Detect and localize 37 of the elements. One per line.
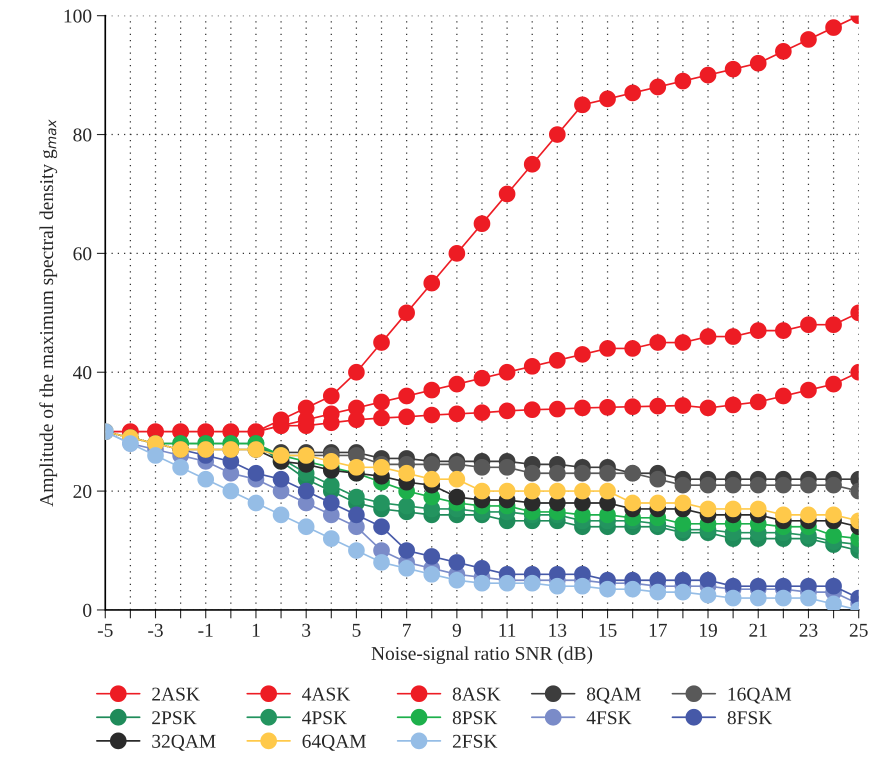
x-tick-label: 7 [403,624,411,637]
x-tick-label: -1 [198,624,213,637]
legend-label: 8FSK [728,711,772,724]
y-tick-label: 20 [73,484,92,498]
legend-label: 2PSK [152,711,197,724]
legend-label: 64QAM [302,734,366,751]
legend-label: 4FSK [586,711,632,724]
legend-label: 2ASK [152,688,200,701]
y-tick-label: 100 [64,9,92,23]
x-tick-label: -3 [148,624,163,637]
legend-label: 16QAM [728,688,792,704]
legend-label: 8PSK [452,711,498,724]
x-tick-label: 17 [650,624,667,637]
legend-label: 4ASK [302,688,350,701]
x-tick-label: 11 [499,624,516,637]
x-tick-label: -5 [98,624,113,637]
y-tick-label: 40 [73,366,92,380]
legend-label: 32QAM [152,734,216,751]
x-tick-label: 13 [549,624,566,637]
legend-label: 8QAM [587,688,641,704]
x-tick-label: 1 [252,624,260,637]
legend-label: 2FSK [452,734,498,748]
x-tick-label: 25 [850,624,868,637]
x-tick-label: 19 [700,624,717,637]
x-tick-label: 3 [302,624,310,637]
legend-label: 4PSK [302,711,347,724]
x-axis-title: Noise-signal ratio SNR (dB) [372,646,592,664]
x-tick-label: 15 [600,624,617,637]
x-tick-label: 21 [749,624,767,637]
x-tick-label: 9 [452,624,461,637]
x-tick-label: 5 [352,624,361,637]
y-axis-title: Amplitude of the maximum spectral density g$_{max}$ [39,119,58,507]
x-tick-label: 23 [800,624,818,637]
y-tick-label: 0 [83,604,92,617]
y-tick-label: 80 [73,128,92,142]
legend-label: 8ASK [452,688,501,701]
y-tick-label: 60 [73,247,92,260]
